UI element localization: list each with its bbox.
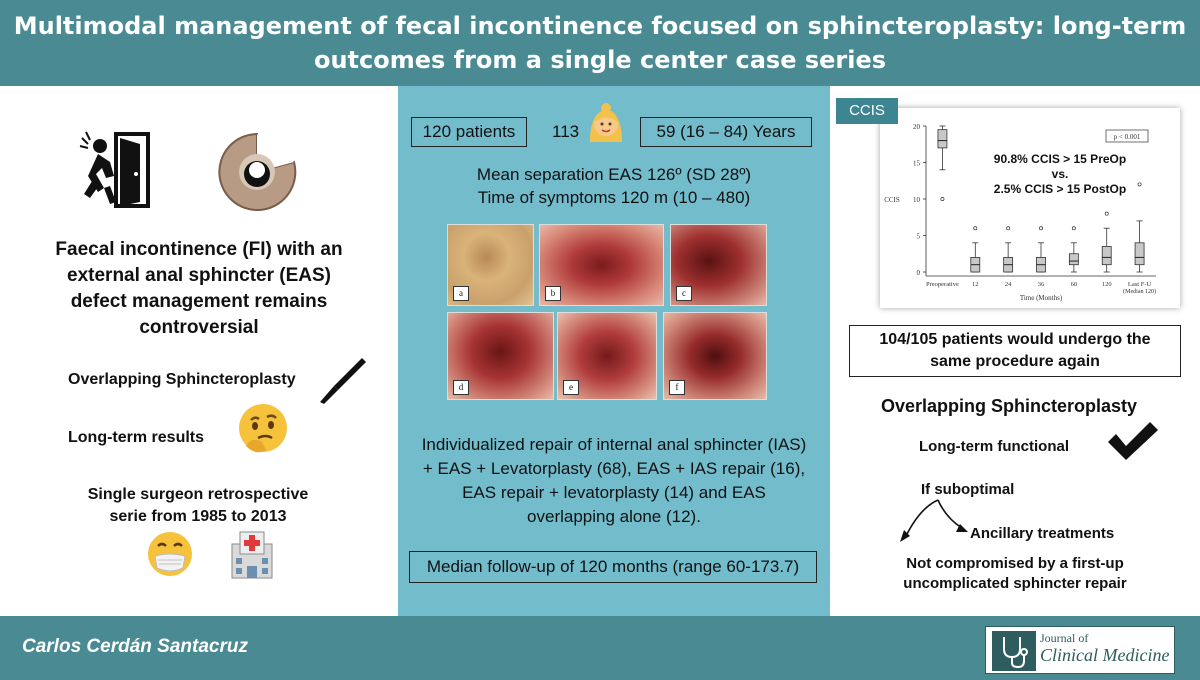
y-tick-label: 10 <box>913 196 921 204</box>
hospital-icon <box>226 528 278 580</box>
ccis-chart-svg: 0 5 10 15 20 CCIS Preoperative 12 24 36 60 120 Last … <box>880 108 1180 308</box>
fi-statement-line: Faecal incontinence (FI) with an <box>20 237 378 263</box>
poster-header: Multimodal management of fecal incontine… <box>0 0 1200 86</box>
surgical-photo: b <box>539 224 664 306</box>
repair-line: EAS repair + levatorplasty (14) and EAS <box>398 481 830 505</box>
not-compromised-line: Not compromised by a first-up <box>845 554 1185 574</box>
not-compromised-line: uncomplicated sphincter repair <box>845 574 1185 594</box>
ccis-chart: 0 5 10 15 20 CCIS Preoperative 12 24 36 60 120 Last … <box>880 108 1180 308</box>
women-count: 113 <box>552 122 579 142</box>
repair-text: Individualized repair of internal anal s… <box>398 433 830 529</box>
stat-pre: 90.8% CCIS > 15 PreOp <box>968 152 1152 167</box>
photo-label: f <box>669 380 685 395</box>
y-tick-label: 15 <box>913 160 921 168</box>
undergo-line: 104/105 patients would undergo the <box>850 329 1180 351</box>
overlapping-label: Overlapping Sphincteroplasty <box>68 371 296 389</box>
box <box>938 130 947 148</box>
stat-vs: vs. <box>968 167 1152 182</box>
left-panel <box>0 86 398 616</box>
y-axis-label: CCIS <box>884 196 900 204</box>
single-surgeon-line: serie from 1985 to 2013 <box>48 506 348 528</box>
thinking-face-icon <box>236 402 290 456</box>
journal-logo: Journal of Clinical Medicine <box>985 626 1175 674</box>
x-tick-label: 36 <box>1038 281 1045 288</box>
photo-label: e <box>563 380 579 395</box>
pvalue-label: p < 0.001 <box>1114 133 1141 141</box>
x-tick-label: Preoperative <box>926 281 959 288</box>
outlier-point <box>1105 212 1108 215</box>
stethoscope-icon <box>992 631 1036 671</box>
photo-label: b <box>545 286 561 301</box>
separation-line: Mean separation EAS 126º (SD 28º) <box>398 163 830 186</box>
box <box>1135 243 1144 265</box>
title-line-1: Multimodal management of fecal incontine… <box>0 9 1200 43</box>
surgical-photo: d <box>447 312 554 400</box>
photo-label: a <box>453 286 469 301</box>
surgical-photo: a <box>447 224 534 306</box>
author-name: Carlos Cerdán Santacruz <box>22 636 248 658</box>
overlapping-right-label: Overlapping Sphincteroplasty <box>881 396 1137 417</box>
outlier-point <box>1072 227 1075 230</box>
fi-statement-line: controversial <box>20 315 378 341</box>
face-mask-icon <box>146 530 194 578</box>
box <box>1102 246 1111 264</box>
outlier-point <box>941 197 944 200</box>
repair-line: Individualized repair of internal anal s… <box>398 433 830 457</box>
stat-post: 2.5% CCIS > 15 PostOp <box>968 182 1152 197</box>
separation-text: Mean separation EAS 126º (SD 28º) Time o… <box>398 163 830 209</box>
box <box>1069 254 1078 265</box>
surgical-photo: e <box>557 312 657 400</box>
symptoms-line: Time of symptoms 120 m (10 – 480) <box>398 186 830 209</box>
age-box: 59 (16 – 84) Years <box>640 117 812 147</box>
ccis-stat: 90.8% CCIS > 15 PreOp vs. 2.5% CCIS > 15… <box>968 152 1152 197</box>
repair-line: + EAS + Levatorplasty (68), EAS + IAS re… <box>398 457 830 481</box>
y-tick-label: 0 <box>917 269 921 277</box>
fi-statement-line: defect management remains <box>20 289 378 315</box>
x-tick-label: 60 <box>1071 281 1078 288</box>
scalpel-icon <box>316 354 368 406</box>
checkmark-icon <box>1104 418 1160 464</box>
undergo-box: 104/105 patients would undergo the same … <box>849 325 1181 377</box>
outlier-point <box>1039 227 1042 230</box>
long-term-functional-label: Long-term functional <box>919 438 1069 455</box>
long-term-label: Long-term results <box>68 429 204 447</box>
photo-label: d <box>453 380 469 395</box>
x-tick-label: 12 <box>972 281 979 288</box>
footer: Carlos Cerdán Santacruz Journal of Clini… <box>0 616 1200 680</box>
single-surgeon-line: Single surgeon retrospective <box>48 484 348 506</box>
woman-icon <box>584 102 628 146</box>
sphincter-defect-icon <box>214 132 300 212</box>
x-tick-sublabel: (Median 120) <box>1123 288 1156 295</box>
if-suboptimal-label: If suboptimal <box>921 481 1014 498</box>
fi-statement-line: external anal sphincter (EAS) <box>20 263 378 289</box>
fi-statement: Faecal incontinence (FI) with an externa… <box>20 237 378 341</box>
undergo-line: same procedure again <box>850 351 1180 373</box>
not-compromised-text: Not compromised by a first-up uncomplica… <box>845 554 1185 594</box>
person-door-icon <box>76 128 166 212</box>
x-tick-label: 120 <box>1102 281 1112 288</box>
branch-arrows-icon <box>890 498 970 548</box>
photo-label: c <box>676 286 692 301</box>
title-line-2: outcomes from a single center case serie… <box>0 43 1200 77</box>
ancillary-label: Ancillary treatments <box>970 525 1114 542</box>
x-tick-label: Last F-U <box>1128 281 1152 288</box>
x-axis-label: Time (Months) <box>1020 294 1063 302</box>
y-tick-label: 20 <box>913 123 921 131</box>
single-surgeon-text: Single surgeon retrospective serie from … <box>48 484 348 528</box>
outlier-point <box>974 227 977 230</box>
x-tick-label: 24 <box>1005 281 1012 288</box>
journal-name: Clinical Medicine <box>1040 645 1169 666</box>
journal-of: Journal of <box>1040 631 1088 646</box>
patients-box: 120 patients <box>411 117 527 147</box>
surgical-photo: c <box>670 224 767 306</box>
outlier-point <box>1007 227 1010 230</box>
repair-line: overlapping alone (12). <box>398 505 830 529</box>
followup-box: Median follow-up of 120 months (range 60… <box>409 551 817 583</box>
y-tick-label: 5 <box>917 233 921 241</box>
surgical-photo: f <box>663 312 767 400</box>
ccis-tag: CCIS <box>836 98 898 124</box>
